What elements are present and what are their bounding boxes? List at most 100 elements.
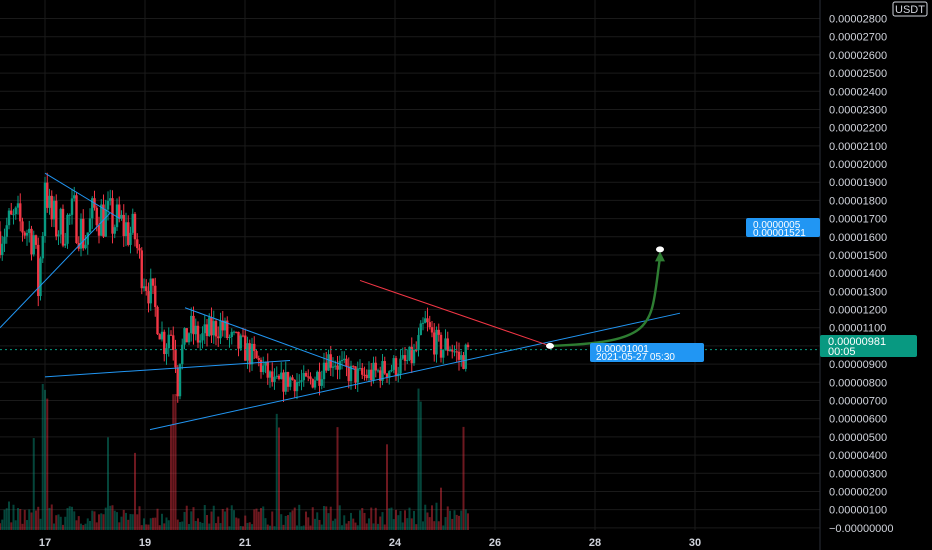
candle-body [160,331,164,340]
volume-bar [314,518,316,530]
volume-bar [343,515,346,530]
volume-bar [363,512,366,530]
triangle-1-upper-line [44,172,121,220]
volume-bar [0,523,1,530]
candle-body [286,372,290,387]
y-axis-ticks: 0.00002800 0.00002700 0.00002600 0.00002500… [829,14,894,535]
volume-bar [323,506,325,530]
volume-bar [413,510,415,530]
volume-bar [388,508,391,530]
volume-bar [239,526,242,530]
volume-bar [131,514,134,530]
candle-body [140,250,143,289]
candle-body [383,361,386,374]
volume-bar [257,511,260,530]
volume-bar [307,517,310,530]
candle-body [390,369,393,372]
candle-body [0,231,2,256]
volume-bar [437,521,440,530]
callout-target[interactable]: 0.0000005 0.00001521 [656,218,820,253]
candle-body [403,355,407,361]
volume-bar [23,509,26,530]
volume-bar [210,511,213,530]
candle-body [347,366,350,382]
volume-bar [350,512,352,530]
volume-bar [372,523,375,530]
volume-bar [345,523,348,530]
currency-badge[interactable]: USDT [892,1,928,17]
volume-bar [107,437,109,530]
candle-body [266,362,269,378]
candle-body [433,332,436,355]
volume-bar [5,508,8,530]
candle-body [176,367,179,397]
volume-bar [8,501,10,530]
candle-body [424,318,427,323]
volume-bar [291,510,294,530]
volume-bar [278,427,280,530]
volume-bar [320,524,323,530]
volume-bar [59,516,62,530]
candle-body [408,346,411,360]
volume-bar [179,522,181,530]
y-tick-label: 0.00001600 [829,232,887,244]
volume-bar [433,521,436,530]
y-tick-label: 0.00001300 [829,286,887,298]
candle-body [5,225,8,237]
volume-bar [190,511,193,530]
candle-body [122,214,125,237]
support-trendline [149,312,681,431]
candle-body [446,338,449,352]
candle-body [46,182,49,208]
volume-bar [221,508,224,530]
candle-body [7,210,11,226]
volume-bar [152,517,154,530]
candle-body [16,203,20,208]
volume-bar [251,524,253,530]
candle-body [52,200,56,220]
volume-bar [435,502,438,530]
volume-bar [235,517,238,530]
candle-body [293,380,296,392]
volume-bar [255,508,258,530]
candle-body [455,351,458,353]
volume-bar [89,520,91,530]
volume-bar [224,511,226,530]
volume-bar [442,525,445,530]
candle-body [334,365,337,367]
volume-bar [298,504,301,530]
volume-bar [347,521,350,530]
candle-body [138,248,141,251]
candle-body [217,336,220,339]
candle-body [73,195,76,199]
candle-body [311,379,314,388]
volume-bar [381,512,384,530]
volume-bar [149,518,152,530]
candle-body [336,365,339,370]
volume-bar [379,516,382,530]
candle-body [253,343,256,352]
candle-body [88,218,92,233]
triangle-2-lower-line [44,359,291,378]
candle-body [419,323,422,336]
volume-bar [102,514,105,530]
volume-bar [215,523,217,530]
x-tick-label: 26 [489,537,501,549]
y-axis-panel[interactable] [820,0,932,550]
volume-bar [118,522,121,530]
candle-body [232,331,236,333]
volume-bar [332,520,334,530]
volume-bar [462,426,465,530]
candle-body [208,317,211,337]
volume-bar [208,523,211,530]
candle-body [55,200,58,237]
candle-body [12,214,15,216]
volume-bar [95,522,98,530]
volume-bar [467,513,469,530]
callout-point[interactable]: 0.00001001 2021-05-27 05:30 [546,342,704,363]
candle-body [120,214,123,219]
triangle-1-lower-line [0,212,111,329]
y-tick-label: 0.00000200 [829,486,887,498]
volume-bar [327,513,330,530]
